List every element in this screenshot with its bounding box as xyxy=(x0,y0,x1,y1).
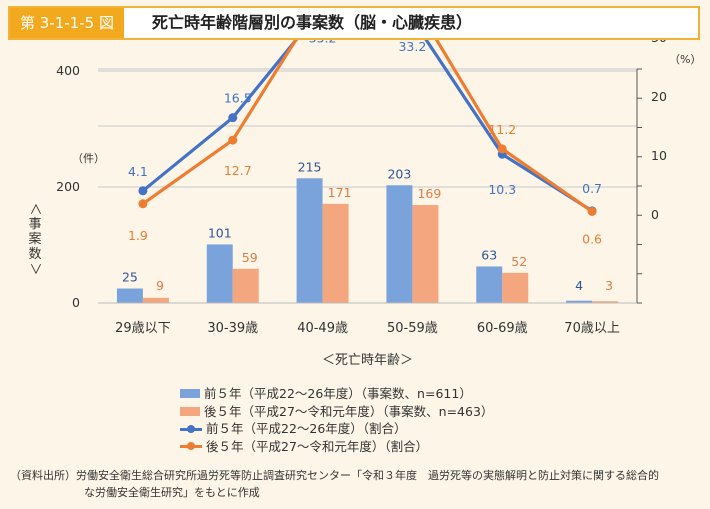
category-label: 29歳以下 xyxy=(115,321,171,336)
right-tick-label: 10 xyxy=(651,148,667,163)
line-data-label: 10.3 xyxy=(488,182,516,197)
bar-data-label: 59 xyxy=(242,250,258,265)
line-data-label: 16.5 xyxy=(224,91,252,106)
bar-data-label: 171 xyxy=(328,185,352,200)
series-line xyxy=(141,40,593,213)
left-axis-label-char: 案 xyxy=(28,232,41,247)
series-point xyxy=(138,199,148,209)
right-tick-label: 0 xyxy=(651,207,659,222)
legend: 前５年（平成22～26年度）（事案数、n=611） 後５年（平成27～令和元年度… xyxy=(180,385,493,455)
series-line xyxy=(141,40,593,213)
series-point xyxy=(138,186,148,196)
source-note: （資料出所）労働安全衛生総合研究所過労死等防止調査研究センター「令和３年度 過労… xyxy=(10,467,705,501)
source-line-2: な労働安全衛生研究」をもとに作成 xyxy=(84,486,260,499)
left-tick-label: 200 xyxy=(56,179,80,194)
legend-swatch-line-after xyxy=(180,441,202,451)
legend-item-line-after: 後５年（平成27～令和元年度）（割合） xyxy=(180,438,493,456)
category-label: 50-59歳 xyxy=(387,321,438,336)
left-axis-label-char: ＜ xyxy=(27,202,42,215)
line-data-label: 11.2 xyxy=(488,122,516,137)
left-tick-label: 0 xyxy=(72,295,80,310)
right-axis-unit: （%） xyxy=(669,53,701,66)
legend-label: 前５年（平成22～26年度）（割合） xyxy=(206,421,407,436)
figure-label: 第 3-1-1-5 図 xyxy=(10,8,124,38)
legend-item-line-before: 前５年（平成22～26年度）（割合） xyxy=(180,420,493,438)
legend-swatch-bar-before xyxy=(180,389,200,399)
x-axis-label: ＜死亡時年齢＞ xyxy=(322,353,413,368)
legend-item-bar-before: 前５年（平成22～26年度）（事案数、n=611） xyxy=(180,385,493,403)
source-line-1: （資料出所）労働安全衛生総合研究所過労死等防止調査研究センター「令和３年度 過労… xyxy=(10,469,659,482)
bar-data-label: 101 xyxy=(208,225,232,240)
bar-data-label: 9 xyxy=(156,278,164,293)
legend-label: 後５年（平成27～令和元年度）（割合） xyxy=(206,438,429,454)
figure-title: 死亡時年齢階層別の事案数（脳・心臓疾患） xyxy=(152,13,473,32)
bar xyxy=(502,272,529,303)
bar xyxy=(386,185,413,303)
category-label: 70歳以上 xyxy=(564,321,620,336)
legend-swatch-line-before xyxy=(180,424,202,434)
legend-label: 前５年（平成22～26年度）（事案数、n=611） xyxy=(204,386,472,401)
line-data-label: 0.7 xyxy=(582,181,602,196)
legend-swatch-bar-after xyxy=(180,406,200,416)
bar-data-label: 169 xyxy=(417,186,441,201)
right-tick-label: 20 xyxy=(651,89,667,104)
line-data-label: 12.7 xyxy=(224,163,252,178)
bar-data-label: 52 xyxy=(511,254,527,269)
bar xyxy=(142,297,169,303)
left-axis-unit: （件） xyxy=(72,152,105,165)
series-point xyxy=(228,113,238,123)
bar xyxy=(232,268,259,303)
bar-data-label: 25 xyxy=(122,270,138,285)
bar-data-label: 3 xyxy=(605,278,613,293)
left-tick-label: 400 xyxy=(56,63,80,78)
bar-data-label: 4 xyxy=(575,278,583,293)
category-label: 60-69歳 xyxy=(477,321,528,336)
bar xyxy=(296,178,323,303)
right-tick-label: 30 xyxy=(651,40,667,45)
bar xyxy=(566,300,593,303)
line-data-label: 1.9 xyxy=(128,228,148,243)
series-point xyxy=(587,206,597,216)
figure-header: 第 3-1-1-5 図 死亡時年齢階層別の事案数（脳・心臓疾患） xyxy=(8,6,700,40)
bar-data-label: 63 xyxy=(481,247,497,262)
series-point xyxy=(497,144,507,154)
left-axis-label-char: 数 xyxy=(28,247,41,262)
left-axis-label-char: 事 xyxy=(28,217,41,232)
category-label: 40-49歳 xyxy=(297,321,348,336)
bar xyxy=(592,301,619,303)
bar-data-label: 203 xyxy=(387,166,411,181)
line-data-label: 4.1 xyxy=(128,164,148,179)
bar xyxy=(412,204,439,303)
bar xyxy=(322,203,349,303)
bar xyxy=(206,244,233,303)
line-data-label: 33.2 xyxy=(398,40,426,54)
line-data-label: 0.6 xyxy=(582,231,602,246)
bar xyxy=(116,288,143,303)
series-point xyxy=(228,135,238,145)
legend-item-bar-after: 後５年（平成27～令和元年度）（事案数、n=463） xyxy=(180,403,493,421)
left-axis-label-char: ＞ xyxy=(27,262,42,275)
legend-label: 後５年（平成27～令和元年度）（事案数、n=463） xyxy=(204,403,494,419)
category-label: 30-39歳 xyxy=(207,321,258,336)
bar-data-label: 215 xyxy=(298,159,322,174)
combo-chart: 01020304050（%）0200400（件）＜事案数＞25101215203… xyxy=(27,40,701,368)
line-data-label: 35.2 xyxy=(309,40,337,45)
bar xyxy=(476,266,503,303)
